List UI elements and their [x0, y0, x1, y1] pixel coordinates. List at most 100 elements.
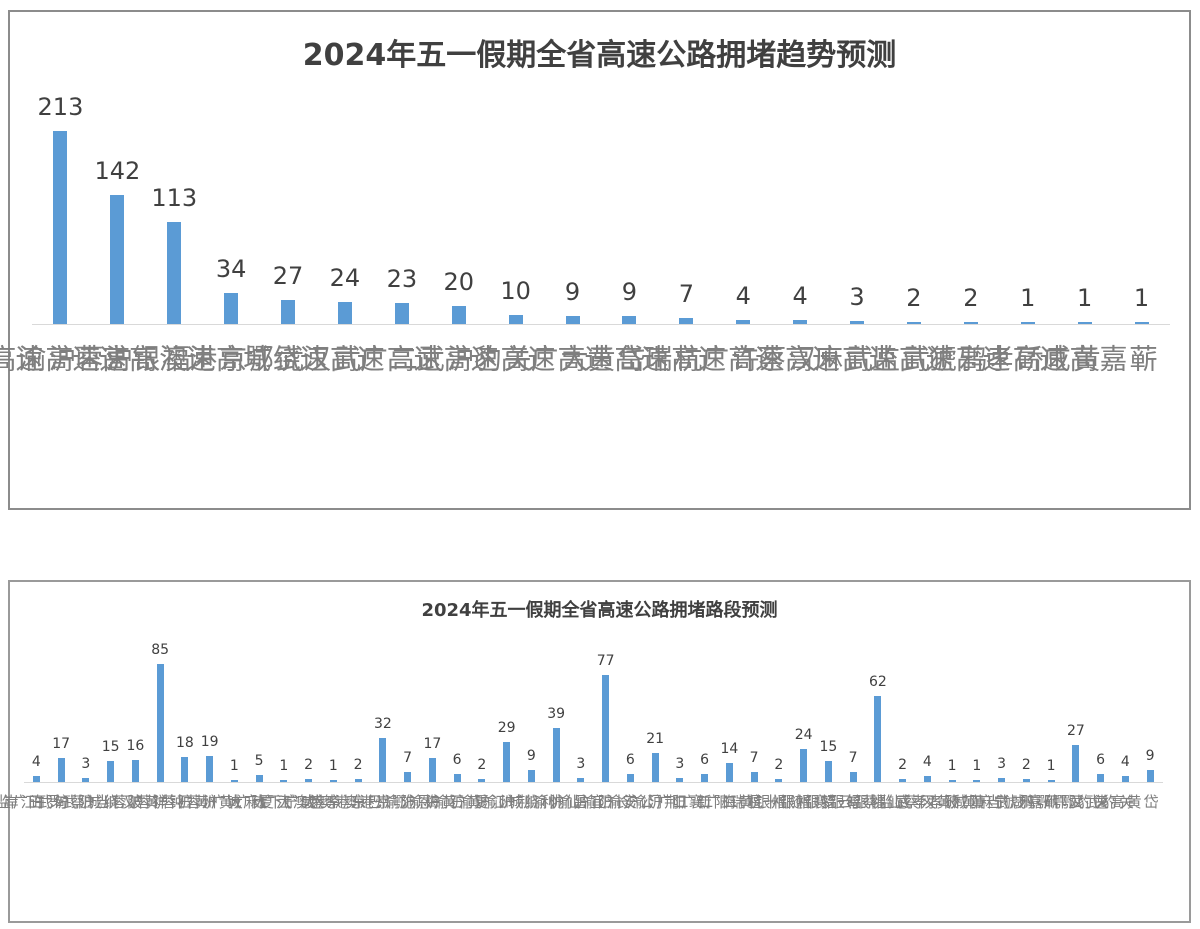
- category-label: 福银黄梅: [719, 794, 789, 809]
- bar: [156, 664, 164, 782]
- bar: [404, 772, 412, 782]
- data-label: 1: [328, 758, 338, 774]
- bar: [899, 779, 907, 782]
- category-label: 武鄂高速: [182, 344, 306, 372]
- bar: [394, 303, 409, 324]
- category-label: 沪蓉汉川: [100, 794, 170, 809]
- bar: [110, 195, 125, 324]
- category-label: 武监蔡甸: [843, 794, 913, 809]
- bar: [337, 302, 352, 324]
- category-label: 黄咸黄冈: [917, 794, 987, 809]
- category-label: 硚孝孝感: [892, 794, 962, 809]
- bar: [824, 761, 832, 782]
- data-label: 15: [101, 739, 120, 756]
- bar: [354, 779, 362, 782]
- category-label: 武汉绕城: [238, 344, 362, 372]
- category-label: 沪武罗田: [26, 794, 96, 809]
- category-label: 沪渝高速: [0, 344, 78, 372]
- category-label: 武麻黄陂: [942, 794, 1012, 809]
- category-label: 绕城江夏: [471, 794, 541, 809]
- data-label: 3: [849, 283, 865, 312]
- category-label: 蕲嘉高速: [1035, 344, 1159, 372]
- bar: [527, 769, 535, 782]
- bar: [775, 779, 783, 782]
- bar: [53, 131, 68, 324]
- category-label: 沪渝恩施: [397, 794, 467, 809]
- bar: [800, 748, 808, 782]
- category-label: 关豹鄂州: [1041, 794, 1111, 809]
- category-label: 沪渝宜昌: [570, 794, 640, 809]
- data-label: 85: [151, 642, 170, 658]
- bar: [1097, 773, 1105, 782]
- bar: [679, 317, 694, 324]
- bar: [181, 757, 189, 782]
- category-label: 绕城蔡甸: [51, 794, 121, 809]
- data-label: 24: [329, 264, 361, 293]
- category-label: 沪蓉黄陂: [125, 794, 195, 809]
- data-label: 24: [794, 726, 813, 743]
- data-label: 3: [81, 755, 91, 772]
- category-label: 沪武江岸: [1, 794, 71, 809]
- bar: [750, 772, 758, 782]
- category-label: 关豹武汉: [1065, 794, 1135, 809]
- data-label: 10: [500, 276, 531, 305]
- bar: [602, 675, 610, 782]
- data-label: 7: [848, 750, 858, 767]
- category-label: 沪蓉当阳: [75, 794, 145, 809]
- category-label: 武监高速: [807, 344, 931, 372]
- category-label: 鸦猇当阳: [966, 794, 1036, 809]
- data-label: 113: [151, 183, 198, 212]
- data-label: 6: [625, 751, 635, 768]
- data-label: 1: [279, 758, 289, 774]
- chart-panel-congested-sections: 2024年五一假期全省高速公路拥堵路段预测 4许广监利17沪武江岸3沪武罗田15…: [0, 580, 1191, 923]
- bar: [1022, 779, 1030, 782]
- chart-panel-highway-congestion-trend: 2024年五一假期全省高速公路拥堵趋势预测 213沪渝高速142沪蓉高速113福…: [0, 10, 1191, 510]
- data-label: 3: [997, 755, 1007, 772]
- data-label: 62: [868, 673, 887, 690]
- bar: [1047, 780, 1055, 782]
- category-label: 沪蓉钟祥: [150, 794, 220, 809]
- chart-title: 2024年五一假期全省高速公路拥堵路段预测: [421, 600, 778, 621]
- data-label: 14: [720, 740, 739, 757]
- data-label: 17: [52, 736, 71, 753]
- data-label: 9: [1145, 747, 1155, 764]
- category-label: 大广高速: [466, 344, 590, 372]
- bar: [622, 315, 637, 324]
- bar: [57, 758, 65, 782]
- bar: [998, 777, 1006, 782]
- category-label: 沪渝鄂州: [372, 794, 442, 809]
- category-label: 杭瑞高速: [580, 344, 704, 372]
- bar: [131, 759, 139, 782]
- bar: [82, 777, 90, 782]
- category-label: 福银高速: [68, 344, 192, 372]
- bar: [701, 773, 709, 782]
- category-label: 杭瑞阳新: [694, 794, 764, 809]
- data-label: 2: [353, 757, 363, 774]
- bar: [906, 322, 921, 324]
- bar: [577, 777, 585, 782]
- bar: [874, 695, 882, 782]
- data-label: 3: [675, 755, 685, 772]
- data-label: 1: [1046, 758, 1056, 774]
- bar: [503, 741, 511, 782]
- category-label: 沪武高速: [352, 344, 476, 372]
- x-axis-baseline: [32, 324, 1170, 325]
- category-label: 京港澳江夏: [256, 794, 343, 809]
- data-label: 1: [1077, 284, 1093, 312]
- data-label: 6: [1096, 751, 1106, 768]
- bar: [453, 773, 461, 782]
- data-label: 16: [126, 737, 145, 754]
- bar: [508, 314, 523, 324]
- bar: [230, 780, 238, 782]
- data-label: 4: [31, 754, 41, 771]
- category-label: 二广襄阳: [669, 794, 739, 809]
- data-label: 4: [735, 282, 751, 311]
- bar: [626, 773, 634, 782]
- data-label: 34: [215, 255, 247, 284]
- data-label: 1: [972, 758, 982, 774]
- data-label: 5: [254, 753, 264, 770]
- category-label: 硚孝高速: [921, 344, 1045, 372]
- data-label: 2: [906, 284, 922, 312]
- category-label: 黄咸高速: [978, 344, 1102, 372]
- category-label: 关豹高速: [409, 344, 533, 372]
